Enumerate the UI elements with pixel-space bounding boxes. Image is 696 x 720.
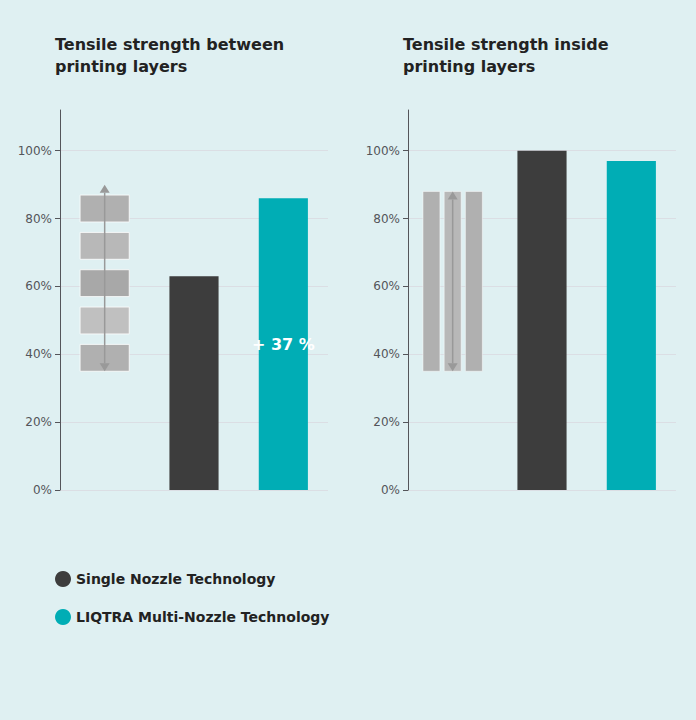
- svg-text:60%: 60%: [25, 279, 52, 293]
- svg-text:100%: 100%: [366, 144, 400, 158]
- svg-text:printing layers: printing layers: [403, 57, 535, 76]
- svg-text:0%: 0%: [381, 483, 400, 497]
- svg-text:Single Nozzle Technology: Single Nozzle Technology: [76, 571, 275, 587]
- svg-text:80%: 80%: [373, 212, 400, 226]
- svg-text:20%: 20%: [25, 415, 52, 429]
- svg-text:100%: 100%: [18, 144, 52, 158]
- svg-text:80%: 80%: [25, 212, 52, 226]
- svg-text:40%: 40%: [373, 347, 400, 361]
- svg-text:Tensile strength between: Tensile strength between: [55, 35, 284, 54]
- svg-text:0%: 0%: [33, 483, 52, 497]
- svg-text:20%: 20%: [373, 415, 400, 429]
- svg-text:60%: 60%: [373, 279, 400, 293]
- svg-text:+ 37 %: + 37 %: [252, 335, 315, 354]
- svg-text:Tensile strength inside: Tensile strength inside: [403, 35, 609, 54]
- svg-text:40%: 40%: [25, 347, 52, 361]
- svg-text:LIQTRA Multi-Nozzle Technology: LIQTRA Multi-Nozzle Technology: [76, 609, 329, 625]
- svg-text:printing layers: printing layers: [55, 57, 187, 76]
